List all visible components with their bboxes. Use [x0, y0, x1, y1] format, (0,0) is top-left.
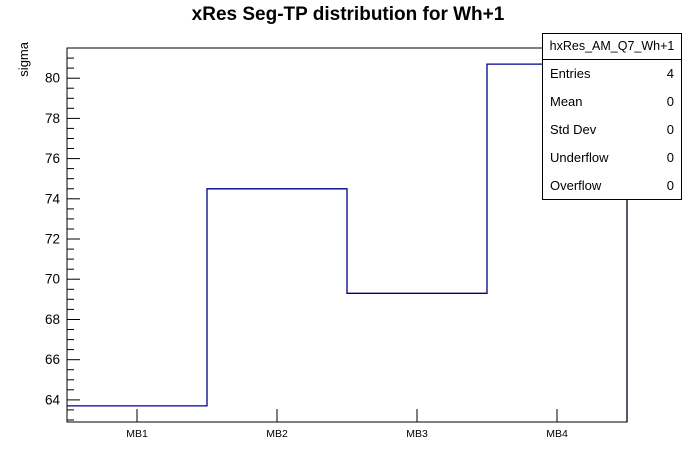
- stats-row: Entries 4: [543, 60, 681, 88]
- y-tick-label: 66: [45, 352, 60, 367]
- x-tick-label: MB1: [126, 428, 148, 440]
- y-tick-label: 74: [45, 191, 61, 206]
- stats-row: Overflow 0: [543, 172, 681, 200]
- x-tick-label: MB3: [406, 428, 428, 440]
- y-tick-label: 72: [45, 232, 60, 247]
- stats-row: Mean 0: [543, 88, 681, 116]
- stats-row-label: Underflow: [550, 150, 609, 165]
- stats-row-value: 4: [666, 66, 674, 81]
- y-tick-label: 68: [45, 312, 60, 327]
- stats-row-label: Std Dev: [550, 122, 597, 137]
- stats-row-label: Overflow: [550, 178, 602, 193]
- y-tick-label: 64: [45, 392, 61, 407]
- y-tick-label: 76: [45, 151, 60, 166]
- stats-row: Std Dev 0: [543, 116, 681, 144]
- stats-row-value: 0: [666, 94, 674, 109]
- x-tick-label: MB2: [266, 428, 288, 440]
- stats-row-label: Entries: [550, 66, 591, 81]
- x-tick-label: MB4: [546, 428, 568, 440]
- stats-row-value: 0: [666, 150, 674, 165]
- chart-title: xRes Seg-TP distribution for Wh+1: [191, 4, 505, 25]
- stats-row-value: 0: [666, 122, 674, 137]
- y-tick-label: 80: [45, 71, 60, 86]
- stats-row-value: 0: [666, 178, 674, 193]
- stats-row: Underflow 0: [543, 144, 681, 172]
- y-tick-label: 70: [45, 272, 60, 287]
- stats-box: hxRes_AM_Q7_Wh+1 Entries 4 Mean 0 Std De…: [542, 33, 682, 200]
- plot-frame: [66, 47, 628, 423]
- stats-box-title: hxRes_AM_Q7_Wh+1: [543, 34, 681, 60]
- y-tick-label: 78: [45, 111, 60, 126]
- stats-row-label: Mean: [550, 94, 583, 109]
